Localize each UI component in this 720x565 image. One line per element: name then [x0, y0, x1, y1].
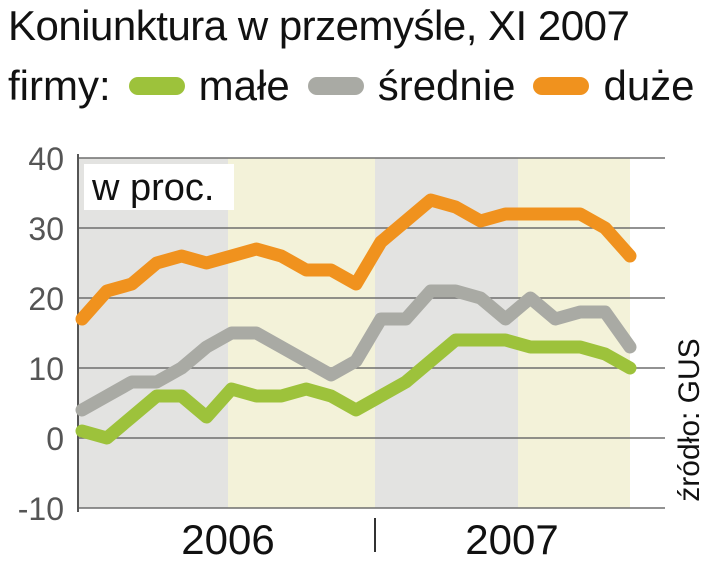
- x-year-label-2006: 2006: [181, 516, 274, 563]
- legend-label-male: małe: [198, 62, 290, 109]
- series-line-duze: [75, 193, 637, 326]
- legend: firmy: małe średnie duże: [8, 62, 695, 110]
- y-tick-label: 0: [46, 421, 64, 457]
- legend-label-srednie: średnie: [377, 62, 516, 109]
- legend-label-duze: duże: [603, 62, 695, 109]
- y-tick-label: 20: [28, 281, 64, 317]
- legend-swatch-duze: [533, 77, 590, 95]
- y-tick-label: 30: [28, 211, 64, 247]
- legend-item-duze: duże: [533, 62, 695, 110]
- legend-prefix: firmy:: [8, 62, 111, 109]
- unit-label-box: [84, 164, 234, 210]
- legend-swatch-srednie: [307, 77, 364, 95]
- unit-label: w proc.: [91, 167, 214, 209]
- legend-item-srednie: średnie: [307, 62, 516, 110]
- y-tick-label: 40: [28, 141, 64, 177]
- source-note: źródło: GUS: [673, 338, 706, 502]
- legend-swatch-male: [128, 77, 185, 95]
- x-year-label-2007: 2007: [465, 516, 558, 563]
- legend-item-male: małe: [128, 62, 290, 110]
- series-line-male: [75, 333, 637, 445]
- y-tick-label: -10: [18, 491, 64, 527]
- background-band: [78, 158, 228, 508]
- chart-title: Koniunktura w przemyśle, XI 2007: [8, 2, 630, 49]
- series-line-srednie: [75, 284, 637, 417]
- y-tick-label: 10: [28, 351, 64, 387]
